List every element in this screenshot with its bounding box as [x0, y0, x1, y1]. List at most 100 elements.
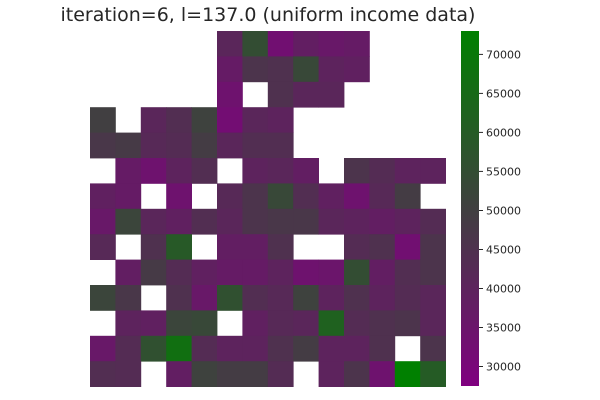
heatmap-cell	[191, 158, 218, 184]
heatmap-cell	[267, 208, 294, 235]
heatmap-cell	[90, 335, 116, 362]
colorbar-tick-label: 60000	[486, 126, 521, 139]
heatmap-cell	[318, 208, 345, 235]
heatmap-cell	[242, 208, 269, 235]
heatmap-cell	[191, 285, 218, 311]
heatmap-cell	[344, 31, 370, 57]
heatmap-cell	[166, 234, 192, 260]
colorbar: 30000 35000 40000 45000 50000 55000 60000 65000…	[461, 31, 521, 386]
heatmap-cell	[267, 259, 294, 286]
heatmap-cell	[140, 335, 167, 362]
heatmap-cell	[394, 285, 421, 311]
heatmap-cell	[115, 183, 142, 210]
heatmap-cell	[166, 183, 192, 210]
heatmap-cell	[166, 158, 192, 184]
heatmap-cell	[191, 310, 218, 337]
heatmap-cell	[90, 132, 116, 159]
heatmap-cell	[420, 234, 446, 260]
heatmap-cell	[318, 310, 345, 337]
heatmap-cell	[217, 31, 243, 57]
heatmap-cell	[293, 285, 319, 311]
heatmap-cell	[420, 361, 446, 387]
heatmap-cell	[344, 361, 370, 387]
heatmap-cell	[293, 310, 319, 337]
heatmap-cell	[394, 259, 421, 286]
heatmap-cell	[90, 234, 116, 260]
heatmap-cell	[369, 234, 396, 260]
heatmap-cell	[242, 234, 269, 260]
heatmap-cell	[420, 335, 446, 362]
heatmap-cell	[166, 132, 192, 159]
heatmap-cell	[318, 183, 345, 210]
heatmap-cell	[242, 259, 269, 286]
heatmap-cell	[191, 361, 218, 387]
colorbar-tick-label: 55000	[486, 165, 521, 178]
heatmap-cell	[344, 234, 370, 260]
heatmap-cell	[293, 56, 319, 83]
heatmap-cell	[420, 158, 446, 184]
colorbar-tick-label: 45000	[486, 244, 521, 257]
heatmap-cell	[420, 259, 446, 286]
heatmap-cell	[420, 310, 446, 337]
heatmap-cell	[115, 285, 142, 311]
colorbar-tick-label: 65000	[486, 87, 521, 100]
heatmap-grid	[90, 31, 446, 387]
heatmap-cell	[344, 208, 370, 235]
heatmap-cell	[191, 107, 218, 133]
chart-title: iteration=6, l=137.0 (uniform income dat…	[61, 4, 476, 26]
heatmap-cell	[115, 132, 142, 159]
heatmap-cell	[242, 132, 269, 159]
heatmap-cell	[191, 132, 218, 159]
heatmap-cell	[217, 183, 243, 210]
heatmap-cell	[217, 81, 243, 108]
heatmap-cell	[318, 31, 345, 57]
heatmap-cell	[90, 361, 116, 387]
heatmap-cell	[267, 107, 294, 133]
heatmap-cell	[318, 285, 345, 311]
heatmap-cell	[344, 285, 370, 311]
heatmap-cell	[318, 361, 345, 387]
heatmap-cell	[369, 361, 396, 387]
heatmap-cell	[140, 158, 167, 184]
heatmap-cell	[217, 335, 243, 362]
colorbar-tick-label: 40000	[486, 283, 521, 296]
heatmap-cell	[191, 259, 218, 286]
heatmap-cell	[217, 107, 243, 133]
heatmap-cell	[394, 310, 421, 337]
heatmap-cell	[217, 56, 243, 83]
heatmap-cell	[369, 259, 396, 286]
heatmap-cell	[242, 158, 269, 184]
heatmap-cell	[242, 183, 269, 210]
heatmap-cell	[420, 208, 446, 235]
heatmap-cell	[267, 335, 294, 362]
heatmap-cell	[166, 259, 192, 286]
heatmap-cell	[90, 107, 116, 133]
heatmap-cell	[344, 56, 370, 83]
heatmap-cell	[166, 208, 192, 235]
heatmap-cell	[90, 208, 116, 235]
heatmap-cell	[115, 259, 142, 286]
colorbar-tick-label: 70000	[486, 48, 521, 61]
heatmap-cell	[394, 361, 421, 387]
heatmap-cell	[242, 107, 269, 133]
heatmap-cell	[267, 158, 294, 184]
heatmap-cell	[191, 335, 218, 362]
colorbar-tick-label: 35000	[486, 322, 521, 335]
heatmap-cell	[140, 234, 167, 260]
heatmap-cell	[115, 310, 142, 337]
heatmap-cell	[267, 183, 294, 210]
heatmap-cell	[242, 335, 269, 362]
heatmap-cell	[267, 310, 294, 337]
heatmap-cell	[115, 158, 142, 184]
heatmap-cell	[394, 234, 421, 260]
heatmap-cell	[267, 81, 294, 108]
heatmap-cell	[293, 31, 319, 57]
heatmap-cell	[166, 107, 192, 133]
heatmap-cell	[140, 310, 167, 337]
heatmap-cell	[217, 361, 243, 387]
heatmap-cell	[344, 158, 370, 184]
heatmap-cell	[166, 335, 192, 362]
heatmap-cell	[217, 234, 243, 260]
heatmap-cell	[90, 183, 116, 210]
